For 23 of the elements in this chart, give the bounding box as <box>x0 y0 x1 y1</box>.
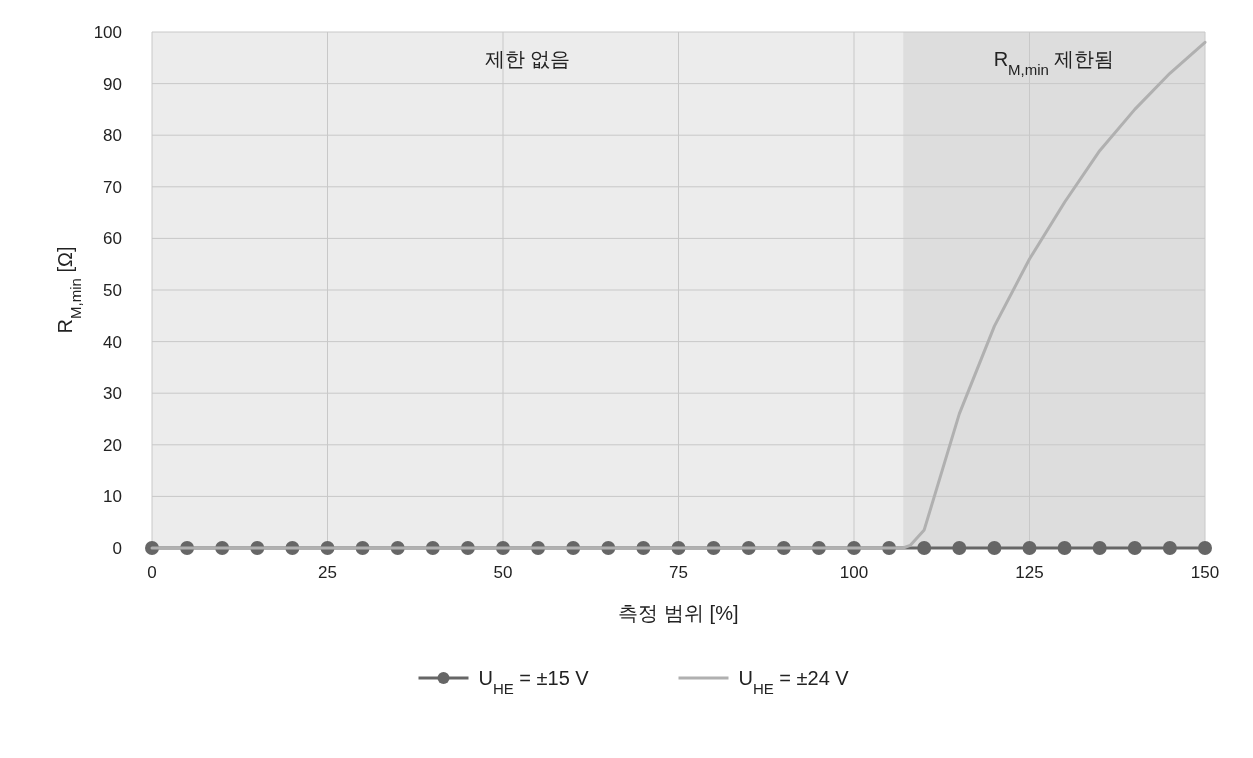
y-tick-label: 90 <box>103 74 122 94</box>
x-axis-title: 측정 범위 [%] <box>618 602 739 624</box>
x-tick-label: 100 <box>839 563 869 582</box>
y-tick-label: 70 <box>103 177 122 197</box>
x-tick-label: 25 <box>318 563 337 582</box>
y-tick-label: 10 <box>103 487 122 507</box>
legend-label: U$_{HE}$ = ±24 V <box>738 667 850 697</box>
band-label: R$_{M,min}$ 제한됨 <box>993 48 1115 78</box>
y-tick-label: 100 <box>93 23 122 42</box>
x-tick-label: 75 <box>669 563 688 582</box>
y-tick-label: 80 <box>103 126 122 146</box>
band-label: 제한 없음 <box>484 48 571 70</box>
x-tick-label: 125 <box>1015 563 1044 582</box>
y-tick-label: 60 <box>103 229 122 249</box>
x-tick-label: 150 <box>1190 563 1220 582</box>
y-tick-label: 0 <box>112 539 122 558</box>
y-tick-label: 30 <box>103 384 122 404</box>
y-tick-label: 50 <box>103 281 122 300</box>
y-tick-label: 40 <box>103 332 122 352</box>
x-tick-label: 50 <box>493 563 513 582</box>
x-tick-label: 0 <box>147 563 157 582</box>
legend-label: U$_{HE}$ = ±15 V <box>478 667 590 697</box>
y-tick-label: 20 <box>103 435 122 455</box>
